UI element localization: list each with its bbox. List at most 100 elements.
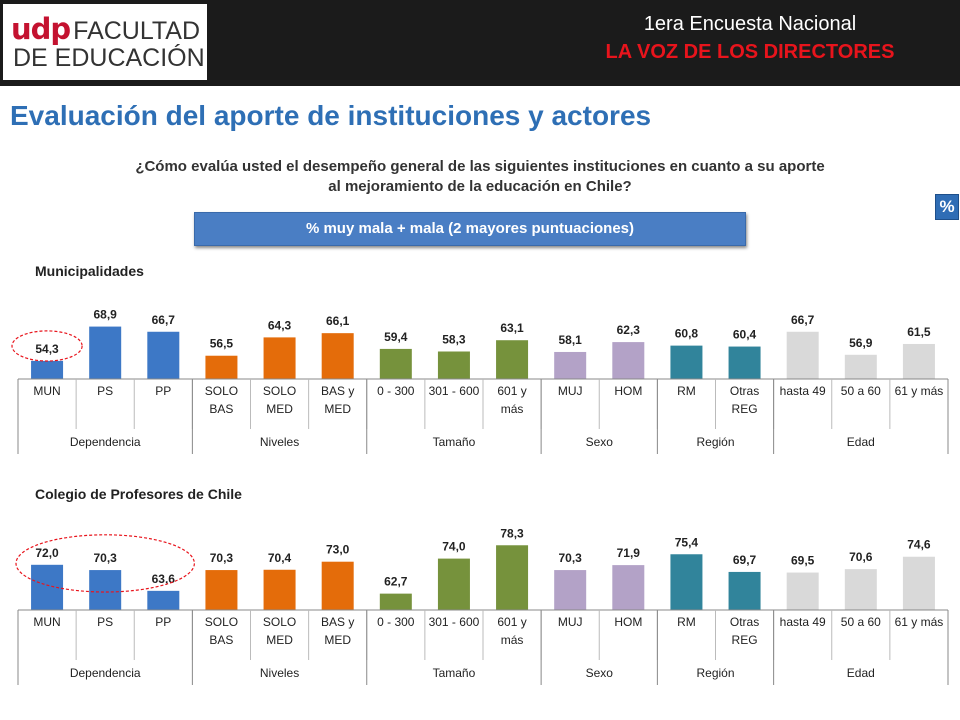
- measure-label: % muy mala + mala (2 mayores puntuacione…: [194, 212, 746, 246]
- category-label-1-6: 0 - 300: [377, 615, 415, 629]
- group-label-0-0: Dependencia: [70, 435, 141, 449]
- survey-subtitle: LA VOZ DE LOS DIRECTORES: [605, 41, 895, 63]
- data-label-1-13: 69,5: [791, 554, 815, 568]
- data-label-0-11: 60,8: [675, 327, 699, 341]
- data-label-1-1: 70,3: [94, 551, 118, 565]
- data-label-1-14: 70,6: [849, 550, 873, 564]
- bar-1-10: [612, 565, 645, 610]
- data-label-1-6: 62,7: [384, 575, 408, 589]
- category-label-1-15: 61 y más: [895, 615, 944, 629]
- header-bar: udp FACULTAD DE EDUCACIÓN 1era Encuesta N…: [0, 0, 960, 86]
- bar-1-14: [844, 569, 877, 610]
- group-label-0-5: Edad: [847, 435, 875, 449]
- data-label-1-15: 74,6: [907, 538, 931, 552]
- survey-question: ¿Cómo evalúa usted el desempeño general …: [135, 158, 825, 195]
- logo-line-1: udp FACULTAD: [11, 12, 200, 46]
- bar-0-5: [321, 333, 354, 379]
- category-label-0-3-b: BAS: [209, 402, 233, 416]
- category-label-0-0: MUN: [33, 384, 60, 398]
- group-label-1-2: Tamaño: [433, 666, 476, 680]
- data-label-0-7: 58,3: [442, 332, 466, 346]
- data-label-0-12: 60,4: [733, 328, 757, 342]
- category-label-1-12-b: REG: [732, 633, 758, 647]
- data-label-1-2: 63,6: [152, 572, 176, 586]
- bar-1-3: [205, 570, 238, 610]
- bar-1-5: [321, 561, 354, 610]
- category-label-0-5: BAS y: [321, 384, 354, 398]
- group-label-1-0: Dependencia: [70, 666, 141, 680]
- chart-2-title: Colegio de Profesores de Chile: [35, 486, 242, 502]
- bar-1-9: [554, 570, 587, 610]
- bar-0-3: [205, 355, 238, 379]
- group-label-1-1: Niveles: [260, 666, 299, 680]
- bar-1-8: [496, 545, 529, 610]
- bar-0-4: [263, 337, 296, 379]
- highlight-circle-1: [15, 534, 195, 593]
- bar-1-2: [147, 590, 180, 610]
- data-label-1-0: 72,0: [35, 546, 59, 560]
- bar-1-15: [902, 556, 935, 610]
- bar-0-12: [728, 346, 761, 379]
- page-title: Evaluación del aporte de instituciones y…: [10, 100, 652, 131]
- data-label-1-3: 70,3: [210, 551, 234, 565]
- bar-1-13: [786, 572, 819, 610]
- category-label-1-14: 50 a 60: [841, 615, 881, 629]
- bar-0-9: [554, 351, 587, 379]
- data-label-1-4: 70,4: [268, 551, 292, 565]
- category-label-0-5-b: MED: [324, 402, 351, 416]
- category-label-1-3: SOLO: [205, 615, 238, 629]
- category-label-0-6: 0 - 300: [377, 384, 415, 398]
- data-label-0-13: 66,7: [791, 313, 815, 327]
- group-label-1-5: Edad: [847, 666, 875, 680]
- category-label-0-11: RM: [677, 384, 696, 398]
- category-label-0-3: SOLO: [205, 384, 238, 398]
- category-label-0-12-b: REG: [732, 402, 758, 416]
- category-label-0-8-b: más: [501, 402, 524, 416]
- category-label-0-13: hasta 49: [780, 384, 826, 398]
- data-label-0-9: 58,1: [559, 333, 583, 347]
- group-label-0-2: Tamaño: [433, 435, 476, 449]
- data-label-1-7: 74,0: [442, 540, 466, 554]
- bar-0-7: [437, 351, 470, 379]
- category-label-1-5-b: MED: [324, 633, 351, 647]
- bar-1-6: [379, 593, 412, 610]
- chart-1-title: Municipalidades: [35, 263, 144, 279]
- category-label-1-8-b: más: [501, 633, 524, 647]
- data-label-1-9: 70,3: [559, 551, 583, 565]
- data-label-0-2: 66,7: [152, 313, 176, 327]
- data-label-1-8: 78,3: [500, 526, 524, 540]
- bar-0-8: [496, 340, 529, 379]
- data-label-0-0: 54,3: [35, 342, 59, 356]
- data-label-0-4: 64,3: [268, 318, 292, 332]
- group-label-0-3: Sexo: [586, 435, 614, 449]
- category-label-0-15: 61 y más: [895, 384, 944, 398]
- category-label-1-12: Otras: [730, 615, 759, 629]
- bar-1-4: [263, 569, 296, 610]
- category-label-1-5: BAS y: [321, 615, 354, 629]
- category-label-1-9: MUJ: [558, 615, 583, 629]
- highlight-circle-0: [11, 330, 83, 362]
- survey-title: 1era Encuesta Nacional: [643, 13, 857, 35]
- data-label-0-3: 56,5: [210, 337, 234, 351]
- data-label-1-12: 69,7: [733, 553, 757, 567]
- data-label-1-10: 71,9: [617, 546, 641, 560]
- bar-0-2: [147, 331, 180, 379]
- chart-municipalidades: 54,3 68,9 66,7 56,5 64,3 66,1 59,4 58,3 63,1 58,1…: [11, 308, 949, 454]
- bar-0-11: [670, 345, 703, 379]
- category-label-0-9: MUJ: [558, 384, 583, 398]
- group-label-1-4: Región: [696, 666, 734, 680]
- category-label-1-4: SOLO: [263, 615, 296, 629]
- category-label-1-3-b: BAS: [209, 633, 233, 647]
- bar-0-10: [612, 342, 645, 379]
- category-label-0-10: HOM: [614, 384, 642, 398]
- data-label-0-14: 56,9: [849, 336, 873, 350]
- category-label-1-1: PS: [97, 615, 113, 629]
- category-label-0-2: PP: [155, 384, 171, 398]
- data-label-0-6: 59,4: [384, 330, 408, 344]
- percent-badge: %: [935, 194, 959, 220]
- bar-1-1: [89, 570, 122, 610]
- category-label-1-2: PP: [155, 615, 171, 629]
- bar-0-13: [786, 331, 819, 379]
- logo-line-2: DE EDUCACIÓN: [13, 44, 205, 72]
- category-label-0-8: 601 y: [497, 384, 526, 398]
